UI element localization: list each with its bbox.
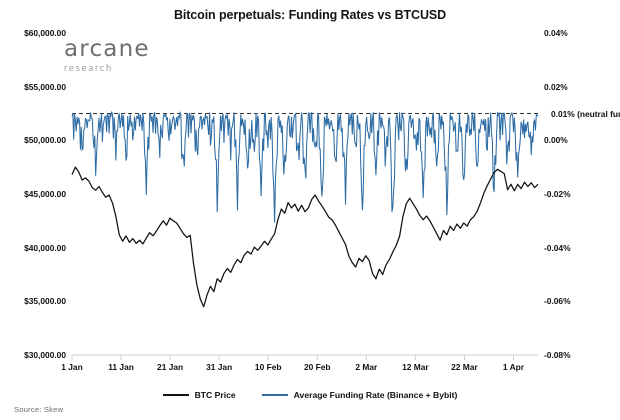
y-left-tick-label: $60,000.00	[24, 28, 66, 38]
source-caption: Source: Skew	[14, 405, 64, 414]
y-left-tick-label: $55,000.00	[24, 81, 66, 92]
neutral-funding-annotation: 0.01% (neutral funding)	[551, 108, 620, 119]
y-right-tick-label: -0.08%	[544, 350, 571, 360]
funding-rate-line	[71, 110, 539, 223]
x-axis-tick-label: 11 Jan	[108, 362, 134, 372]
x-axis-tick-label: 22 Mar	[451, 362, 478, 372]
chart-legend: BTC Price Average Funding Rate (Binance …	[0, 390, 620, 400]
btc-price-line	[71, 166, 539, 308]
y-left-tick-label: $50,000.00	[24, 135, 66, 146]
legend-label-funding-rate: Average Funding Rate (Binance + Bybit)	[293, 390, 458, 400]
y-right-tick-label: 0.04%	[544, 28, 568, 38]
x-axis-tick-label: 12 Mar	[402, 362, 429, 372]
legend-swatch-btc-price	[162, 393, 189, 397]
legend-swatch-funding-rate	[261, 393, 288, 397]
y-right-tick-label: -0.04%	[544, 242, 571, 253]
x-axis-tick-label: 1 Apr	[502, 362, 525, 372]
plot-area	[71, 33, 539, 360]
x-axis-ticks	[71, 355, 514, 360]
x-axis-tick-label: 21 Jan	[157, 362, 184, 372]
y-right-tick-label: -0.06%	[544, 296, 571, 307]
x-axis-tick-label: 31 Jan	[206, 362, 233, 372]
y-left-tick-label: $35,000.00	[24, 296, 66, 307]
x-axis-tick-label: 10 Feb	[254, 362, 282, 372]
legend-item-btc-price[interactable]: BTC Price	[162, 390, 236, 400]
legend-item-funding-rate[interactable]: Average Funding Rate (Binance + Bybit)	[261, 390, 458, 400]
chart-title: Bitcoin perpetuals: Funding Rates vs BTC…	[173, 8, 447, 22]
y-right-tick-label: 0.02%	[544, 81, 568, 92]
y-left-tick-label: $40,000.00	[24, 242, 66, 253]
plot-svg	[71, 110, 539, 360]
y-right-tick-label: -0.02%	[544, 189, 571, 199]
legend-label-btc-price: BTC Price	[194, 390, 236, 400]
x-axis-tick-label: 2 Mar	[355, 362, 378, 372]
y-left-tick-label: $30,000.00	[24, 350, 66, 360]
y-left-tick-label: $45,000.00	[24, 189, 66, 199]
y-right-tick-label: 0.00%	[544, 135, 568, 146]
x-axis-tick-label: 1 Jan	[61, 362, 83, 372]
x-axis-tick-label: 20 Feb	[303, 362, 331, 372]
